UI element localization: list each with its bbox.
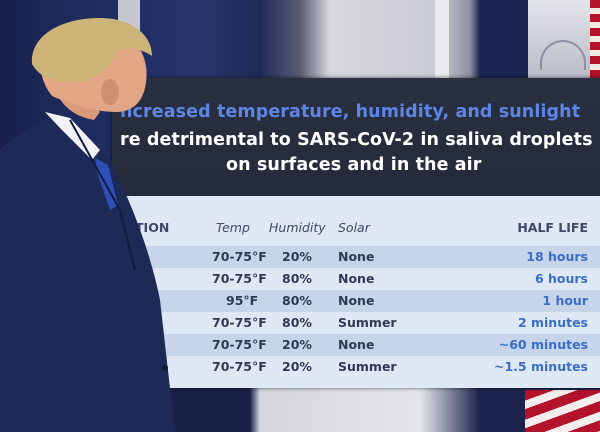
table-row: ce 70-75°F 20% None 18 hours (112, 246, 600, 268)
cell-humidity: 80% (282, 293, 312, 308)
table-row: 95°F 80% None 1 hour (112, 290, 600, 312)
cell-temp: 70-75°F (212, 359, 267, 374)
header-half-life: HALF LIFE (517, 220, 588, 235)
cell-temp: 70-75°F (212, 337, 267, 352)
headline-line-3: on surfaces and in the air (226, 155, 482, 175)
cell-half-life: 2 minutes (517, 315, 588, 330)
cell-solar: None (338, 293, 375, 308)
cell-half-life: 1 hour (542, 293, 588, 308)
jacket-lapel (69, 119, 136, 271)
table-row: 70-75°F 20% Summer ~1.5 minutes (112, 356, 600, 378)
suit-jacket (0, 119, 175, 432)
cell-solar: None (338, 337, 375, 352)
half-life-table: DITION Temp Humidity Solar HALF LIFE ce … (112, 196, 600, 388)
jacket-button (162, 365, 168, 371)
cell-half-life: ~1.5 minutes (494, 359, 588, 374)
cell-half-life: 18 hours (526, 249, 588, 264)
cell-half-life: ~60 minutes (498, 337, 588, 352)
display-screen: ncreased temperature, humidity, and sunl… (112, 78, 600, 388)
cell-solar: Summer (338, 315, 397, 330)
table-row: 70-75°F 20% None ~60 minutes (112, 334, 600, 356)
person-silhouette (0, 18, 175, 432)
table-row: 70-75°F 80% Summer 2 minutes (112, 312, 600, 334)
cell-humidity: 80% (282, 271, 312, 286)
header-solar: Solar (338, 220, 370, 235)
header-humidity: Humidity (269, 220, 326, 235)
cell-solar: None (338, 249, 375, 264)
table-row: e 70-75°F 80% None 6 hours (112, 268, 600, 290)
flag-top (590, 0, 600, 80)
header-temp: Temp (216, 220, 250, 235)
headline-line-2: re detrimental to SARS-CoV-2 in saliva d… (120, 130, 593, 150)
flag-bottom (525, 390, 600, 432)
ear (101, 79, 119, 105)
cell-humidity: 20% (282, 359, 312, 374)
cell-temp: 70-75°F (212, 249, 267, 264)
cell-humidity: 80% (282, 315, 312, 330)
cell-humidity: 20% (282, 249, 312, 264)
background-pillar (435, 0, 449, 80)
cell-solar: Summer (338, 359, 397, 374)
headline-line-1: ncreased temperature, humidity, and sunl… (120, 102, 581, 122)
cell-temp: 70-75°F (212, 271, 267, 286)
cell-solar: None (338, 271, 375, 286)
hair (31, 18, 153, 83)
cell-half-life: 6 hours (534, 271, 588, 286)
screen-headline: ncreased temperature, humidity, and sunl… (112, 78, 600, 196)
cell-humidity: 20% (282, 337, 312, 352)
cell-temp: 70-75°F (212, 315, 267, 330)
cell-temp: 95°F (226, 293, 259, 308)
